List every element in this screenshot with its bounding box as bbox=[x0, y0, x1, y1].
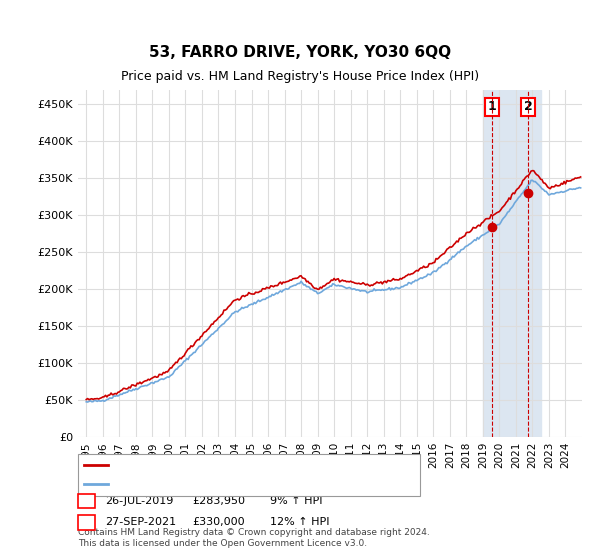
Text: Contains HM Land Registry data © Crown copyright and database right 2024.
This d: Contains HM Land Registry data © Crown c… bbox=[78, 528, 430, 548]
Text: Price paid vs. HM Land Registry's House Price Index (HPI): Price paid vs. HM Land Registry's House … bbox=[121, 70, 479, 83]
Text: 9% ↑ HPI: 9% ↑ HPI bbox=[270, 496, 323, 506]
Text: 1: 1 bbox=[488, 100, 497, 113]
Text: 12% ↑ HPI: 12% ↑ HPI bbox=[270, 517, 329, 528]
Text: 1: 1 bbox=[83, 496, 90, 506]
Bar bbox=[483, 90, 541, 437]
Text: 27-SEP-2021: 27-SEP-2021 bbox=[105, 517, 176, 528]
Text: £283,950: £283,950 bbox=[192, 496, 245, 506]
Text: 2: 2 bbox=[83, 517, 90, 528]
Text: 2: 2 bbox=[524, 100, 533, 113]
Text: 53, FARRO DRIVE, YORK, YO30 6QQ: 53, FARRO DRIVE, YORK, YO30 6QQ bbox=[149, 45, 451, 60]
Text: 26-JUL-2019: 26-JUL-2019 bbox=[105, 496, 173, 506]
Text: 53, FARRO DRIVE, YORK, YO30 6QQ (semi-detached house): 53, FARRO DRIVE, YORK, YO30 6QQ (semi-de… bbox=[114, 460, 421, 470]
Text: £330,000: £330,000 bbox=[192, 517, 245, 528]
Text: HPI: Average price, semi-detached house, York: HPI: Average price, semi-detached house,… bbox=[114, 479, 358, 489]
